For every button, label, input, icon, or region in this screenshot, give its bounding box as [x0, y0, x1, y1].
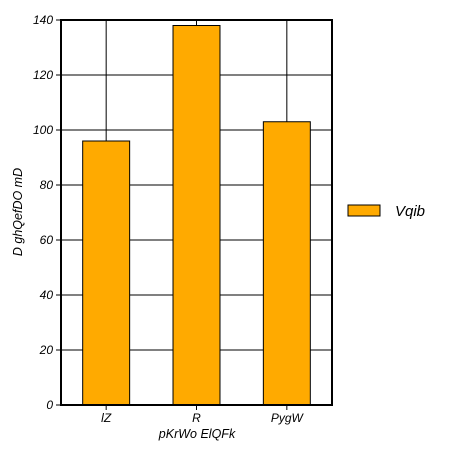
legend: Vqib: [347, 203, 425, 220]
x-axis-title: pKrWo ElQFk: [158, 427, 236, 441]
bar-lZ: [82, 140, 131, 406]
y-tick-label: 120: [33, 68, 53, 82]
y-tick-label: 60: [40, 233, 54, 247]
x-axis-ticks: lZ R PygW: [101, 405, 305, 425]
bar-PygW: [262, 121, 311, 406]
y-tick-label: 140: [33, 13, 53, 27]
legend-label: Vqib: [395, 203, 425, 220]
x-tick-label: R: [192, 411, 201, 425]
y-tick-label: 20: [39, 343, 54, 357]
legend-swatch: [347, 204, 381, 217]
y-tick-label: 0: [46, 398, 53, 412]
y-axis-ticks: 0 20 40 60 80 100 120 140: [33, 13, 61, 412]
y-axis-title: D ghQefDO mD: [11, 168, 25, 256]
y-tick-label: 100: [33, 123, 53, 137]
x-tick-label: PygW: [271, 411, 305, 425]
y-tick-label: 80: [40, 178, 54, 192]
y-tick-label: 40: [40, 288, 54, 302]
x-tick-label: lZ: [101, 411, 112, 425]
bar-R: [172, 25, 221, 406]
bar-series: [82, 25, 311, 406]
